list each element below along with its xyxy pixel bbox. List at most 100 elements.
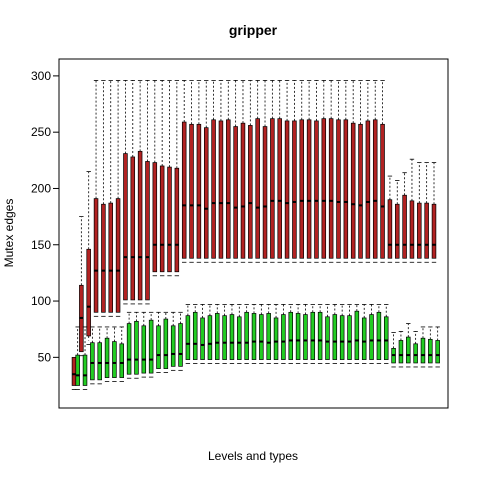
box-body [354, 310, 360, 360]
box-2-18 [200, 304, 205, 364]
box-1-42 [372, 79, 378, 263]
box-body [372, 119, 378, 259]
y-tick-label: 50 [38, 350, 52, 364]
box-body [237, 316, 242, 360]
box-1-36 [328, 79, 334, 263]
box-2-3 [90, 326, 95, 385]
box-2-37 [339, 304, 345, 364]
box-body [104, 337, 110, 378]
box-body [215, 313, 220, 360]
box-2-34 [317, 304, 323, 364]
box-2-16 [185, 304, 191, 364]
box-1-25 [248, 79, 253, 263]
box-body [417, 202, 422, 259]
box-1-32 [299, 79, 305, 263]
box-2-26 [259, 304, 264, 364]
box-2-42 [376, 304, 382, 364]
box-body [178, 323, 183, 367]
box-body [97, 342, 102, 381]
box-1-12 [152, 79, 158, 277]
box-2-38 [347, 304, 352, 364]
box-body [277, 118, 282, 259]
box-body [226, 119, 231, 259]
box-body [93, 198, 99, 313]
box-2-10 [141, 311, 147, 378]
box-2-6 [112, 326, 117, 383]
box-body [406, 336, 411, 364]
box-body [328, 118, 334, 259]
box-body [281, 314, 286, 360]
box-1-6 [108, 79, 113, 317]
box-body [90, 342, 95, 381]
box-1-16 [181, 79, 187, 263]
box-1-35 [321, 79, 327, 263]
box-1-5 [101, 79, 106, 317]
x-axis-label: Levels and types [208, 449, 298, 463]
box-body [244, 311, 249, 360]
box-body [365, 120, 371, 259]
box-2-14 [170, 311, 176, 371]
y-tick-label: 150 [31, 238, 51, 252]
box-body [398, 340, 404, 364]
box-body [181, 121, 187, 259]
box-1-23 [233, 79, 238, 263]
box-2-27 [266, 304, 271, 364]
box-2-20 [215, 304, 220, 364]
box-2-4 [97, 326, 102, 385]
box-body [339, 315, 345, 360]
box-body [380, 123, 385, 259]
box-1-21 [218, 79, 224, 263]
box-body [101, 203, 106, 313]
box-2-22 [229, 304, 235, 364]
box-body [314, 120, 319, 259]
box-body [395, 203, 400, 259]
box-2-36 [332, 304, 338, 364]
box-body [358, 123, 363, 259]
box-2-50 [435, 326, 440, 368]
box-body [347, 315, 352, 360]
box-2-13 [163, 311, 169, 373]
box-1-7 [115, 79, 121, 317]
plot-area [71, 79, 440, 390]
box-body [130, 156, 136, 301]
box-body [233, 126, 238, 259]
box-body [270, 118, 275, 259]
box-body [119, 343, 125, 378]
box-2-11 [148, 311, 154, 378]
box-1-27 [262, 79, 268, 263]
box-1-43 [380, 79, 385, 263]
box-1-50 [431, 162, 437, 263]
box-body [123, 153, 128, 301]
box-body [112, 341, 117, 378]
box-1-20 [211, 79, 216, 263]
box-1-38 [343, 79, 349, 263]
box-1-19 [203, 79, 209, 263]
box-2-30 [288, 304, 293, 364]
box-body [361, 317, 367, 360]
box-body [383, 316, 389, 360]
box-body [266, 313, 271, 360]
box-body [167, 166, 172, 273]
box-body [115, 198, 121, 313]
box-body [229, 314, 235, 360]
box-1-18 [196, 79, 202, 263]
box-body [284, 120, 290, 259]
box-body [174, 167, 180, 273]
box-1-26 [255, 79, 260, 263]
box-2-7 [119, 326, 125, 383]
box-body [218, 120, 224, 259]
box-1-2 [79, 216, 84, 357]
box-2-45 [398, 331, 404, 368]
box-body [376, 311, 382, 360]
box-2-47 [413, 331, 418, 368]
box-body [343, 119, 349, 259]
box-2-8 [126, 311, 132, 379]
box-2-49 [428, 326, 433, 368]
box-body [402, 194, 407, 259]
box-1-8 [123, 79, 128, 305]
box-1-37 [336, 79, 341, 263]
box-body [299, 119, 305, 259]
box-body [134, 320, 139, 375]
box-body [409, 200, 415, 259]
box-1-34 [314, 79, 319, 263]
